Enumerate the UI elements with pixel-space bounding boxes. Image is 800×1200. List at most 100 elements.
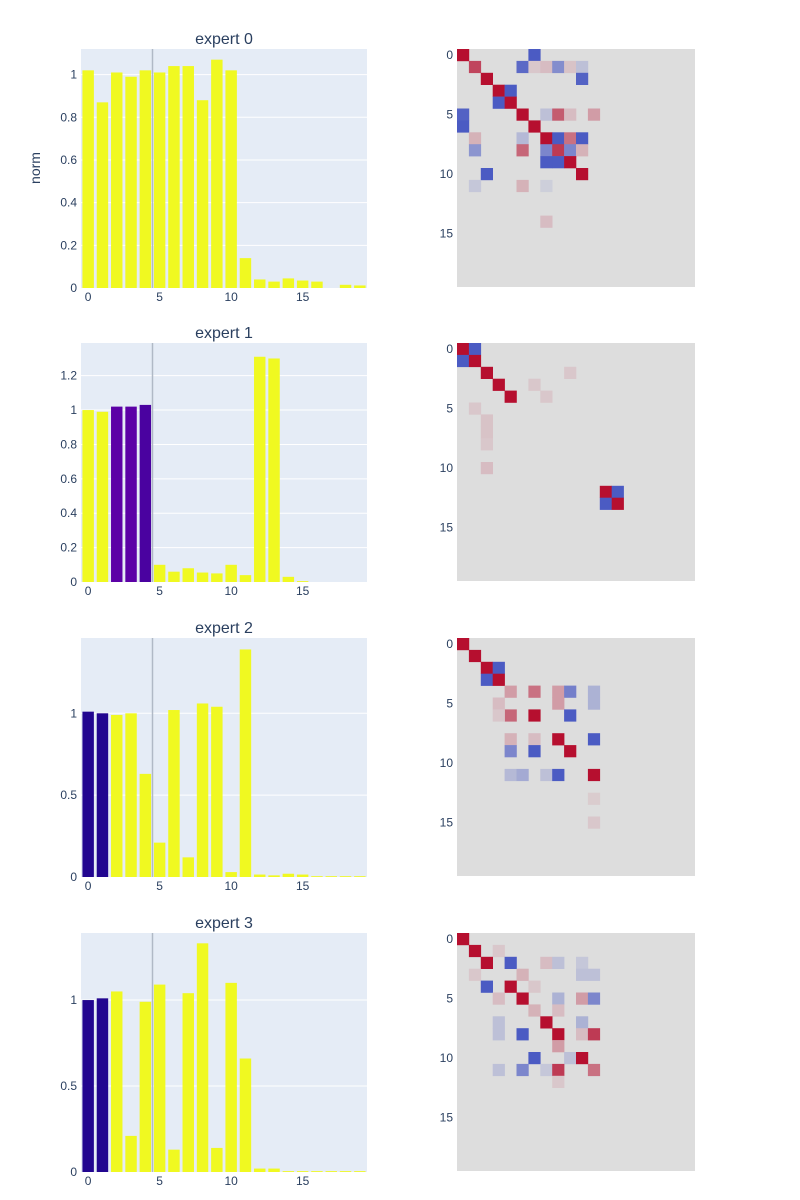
heatmap-cell xyxy=(587,733,601,746)
heatmap-cell xyxy=(492,96,505,109)
heatmap-cell xyxy=(480,168,493,181)
heatmap-cell xyxy=(492,992,505,1005)
bar xyxy=(325,1171,337,1172)
y-tick-label: 1 xyxy=(70,403,77,417)
heatmap-panel-5: 0 5 10 15 xyxy=(440,637,695,876)
y-tick-label: 1 xyxy=(70,993,77,1007)
bar xyxy=(111,991,123,1172)
bar xyxy=(182,857,194,877)
heatmap-cell xyxy=(587,792,601,805)
bar xyxy=(282,1171,295,1172)
heatmap-y-tick-label: 10 xyxy=(440,461,454,475)
heatmap-cell xyxy=(480,438,493,451)
heatmap-cell xyxy=(504,745,517,758)
bar xyxy=(168,1149,180,1172)
heatmap-cell xyxy=(540,156,553,169)
bar xyxy=(354,1171,366,1172)
x-tick-label: 15 xyxy=(296,879,310,893)
x-tick-label: 10 xyxy=(224,1174,238,1188)
heatmap-cell xyxy=(528,120,541,133)
heatmap-cell xyxy=(516,179,529,193)
heatmap-y-tick-label: 10 xyxy=(440,167,454,181)
heatmap-cell xyxy=(457,108,470,121)
heatmap-cell xyxy=(468,179,482,193)
bar xyxy=(139,773,152,877)
heatmap-cell xyxy=(516,1028,529,1041)
bar xyxy=(339,284,352,288)
heatmap-cell xyxy=(564,745,577,758)
bar xyxy=(182,568,194,582)
y-axis-label: norm xyxy=(27,152,43,184)
heatmap-cell xyxy=(552,108,565,121)
heatmap-cell xyxy=(528,1004,541,1017)
bar xyxy=(354,285,366,288)
heatmap-cell xyxy=(516,60,529,74)
heatmap-cell xyxy=(564,156,577,169)
bar xyxy=(211,573,223,582)
heatmap-y-tick-label: 5 xyxy=(446,696,453,710)
heatmap-cell xyxy=(552,1063,565,1077)
heatmap-cell xyxy=(516,108,529,121)
heatmap-cell xyxy=(480,956,493,969)
heatmap-cell xyxy=(552,733,565,746)
heatmap-cell xyxy=(540,956,553,969)
heatmap-cell xyxy=(564,144,577,157)
x-tick-label: 5 xyxy=(156,1174,163,1188)
heatmap-cell xyxy=(540,768,553,782)
heatmap-cell xyxy=(516,768,529,782)
bar xyxy=(125,713,137,877)
bar xyxy=(196,572,209,582)
heatmap-cell xyxy=(552,685,565,698)
heatmap-cell xyxy=(516,132,529,145)
heatmap-cell xyxy=(516,144,529,157)
bar xyxy=(96,713,109,877)
heatmap-cell xyxy=(540,144,553,157)
bar xyxy=(239,258,252,288)
heatmap-cell xyxy=(492,1016,505,1029)
heatmap-cell xyxy=(468,944,482,958)
heatmap-cell xyxy=(576,168,589,181)
y-tick-label: 0.5 xyxy=(60,788,77,802)
bar xyxy=(339,876,352,877)
heatmap-cell xyxy=(480,366,493,379)
bar xyxy=(211,59,223,288)
x-tick-label: 5 xyxy=(156,290,163,304)
heatmap-cell xyxy=(552,697,565,710)
heatmap-cell xyxy=(457,343,470,356)
bar xyxy=(82,711,94,877)
heatmap-cell xyxy=(468,343,482,356)
heatmap-cell xyxy=(468,132,482,145)
heatmap-cell xyxy=(564,366,577,379)
heatmap-cell xyxy=(528,1052,541,1065)
heatmap-cell xyxy=(468,354,482,368)
heatmap-cell xyxy=(576,956,589,969)
x-tick-label: 15 xyxy=(296,584,310,598)
heatmap-y-tick-label: 0 xyxy=(446,342,453,356)
heatmap-cell xyxy=(480,462,493,475)
x-tick-label: 10 xyxy=(224,584,238,598)
bar xyxy=(111,714,123,877)
x-tick-label: 0 xyxy=(85,879,92,893)
bar xyxy=(239,575,252,582)
heatmap-cell xyxy=(540,390,553,403)
bar xyxy=(168,66,180,288)
heatmap-cell xyxy=(468,402,482,415)
heatmap-y-tick-label: 5 xyxy=(446,107,453,121)
heatmap-cell xyxy=(468,144,482,157)
heatmap-cell xyxy=(540,1016,553,1029)
heatmap-cell xyxy=(492,378,505,391)
y-tick-label: 0 xyxy=(70,1165,77,1179)
x-tick-label: 10 xyxy=(224,879,238,893)
bar xyxy=(268,875,280,877)
heatmap-cell xyxy=(599,497,612,510)
heatmap-panel-1: 0 5 10 15 xyxy=(440,48,695,287)
heatmap-cell xyxy=(480,414,493,427)
bar xyxy=(82,70,94,288)
bar xyxy=(354,876,366,877)
heatmap-cell xyxy=(587,1063,601,1077)
x-tick-label: 5 xyxy=(156,879,163,893)
heatmap-cell xyxy=(468,649,482,663)
